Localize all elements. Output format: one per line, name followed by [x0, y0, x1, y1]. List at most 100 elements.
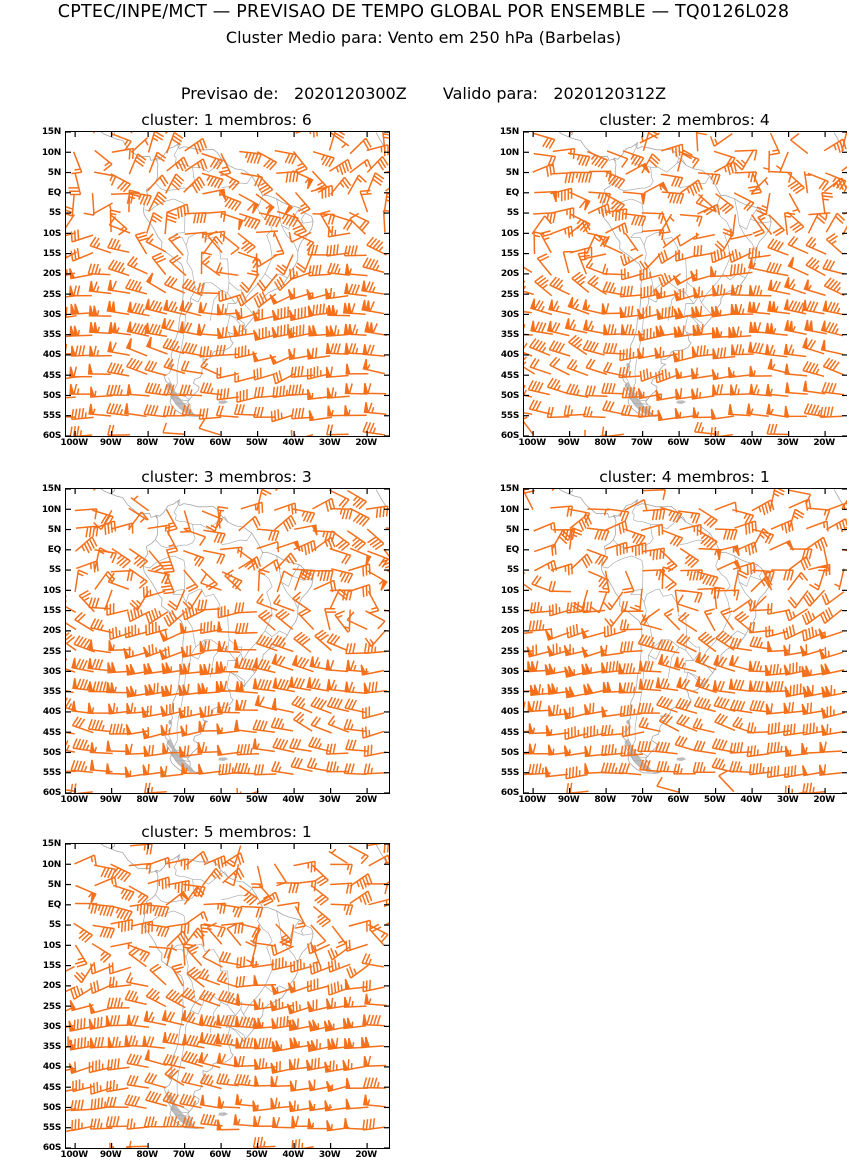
- y-tick-label: 50S: [500, 747, 519, 758]
- cluster-panel-title-2: cluster: 2 membros: 4: [599, 111, 770, 129]
- plot-area-cluster-3: [65, 488, 390, 794]
- tick-mark-group: [66, 844, 389, 1148]
- wind-barb-map: [66, 489, 389, 793]
- y-tick-label: 15N: [499, 127, 519, 138]
- forecast-time-line: Previsao de: 2020120300Z Valido para: 20…: [0, 84, 847, 103]
- x-tick-label: 90W: [557, 795, 580, 805]
- y-tick-label: 45S: [500, 727, 519, 738]
- y-tick-label: 10S: [42, 940, 61, 951]
- x-tick-label: 50W: [703, 795, 726, 805]
- y-tick-label: EQ: [505, 188, 520, 199]
- y-tick-label: 5N: [47, 167, 62, 178]
- x-tick-label: 70W: [172, 438, 195, 448]
- y-tick-label: 40S: [500, 350, 519, 361]
- x-tick-label: 60W: [667, 438, 689, 448]
- page-title-line2: Cluster Medio para: Vento em 250 hPa (Ba…: [225, 28, 622, 47]
- x-tick-label: 30W: [776, 795, 799, 805]
- x-tick-label: 40W: [282, 1150, 304, 1160]
- tick-mark-group: [66, 132, 389, 436]
- y-tick-label: 10S: [500, 585, 519, 596]
- y-tick-label: 10S: [42, 585, 61, 596]
- y-tick-label: 30S: [42, 309, 61, 320]
- x-tick-label: 70W: [630, 795, 653, 805]
- y-tick-label: 10S: [42, 228, 61, 239]
- y-tick-label: 55S: [500, 411, 519, 422]
- wind-barb-map: [524, 489, 847, 793]
- y-tick-label: 35S: [500, 330, 519, 341]
- forecast-from-value: 2020120300Z: [293, 84, 407, 103]
- y-tick-label: 5S: [48, 208, 61, 219]
- y-tick-label: 40S: [500, 707, 519, 718]
- y-tick-label: 55S: [42, 411, 61, 422]
- x-tick-label: 20W: [355, 1150, 377, 1160]
- y-tick-label: 25S: [500, 289, 519, 300]
- x-tick-label: 90W: [99, 438, 122, 448]
- cluster-panel-title-1: cluster: 1 membros: 6: [141, 111, 312, 129]
- y-tick-label: 45S: [42, 1082, 61, 1093]
- y-tick-label: 5S: [48, 920, 61, 931]
- x-tick-label: 90W: [99, 795, 122, 805]
- y-tick-label: 10N: [41, 504, 61, 515]
- x-tick-label: 20W: [813, 795, 835, 805]
- cluster-panel-title-4: cluster: 4 membros: 1: [599, 468, 770, 486]
- y-tick-label: 5N: [47, 879, 62, 890]
- y-tick-label: 5N: [505, 524, 520, 535]
- x-tick-label: 100W: [60, 1150, 88, 1160]
- y-tick-label: 15N: [41, 484, 61, 495]
- forecast-valid-value: 2020120312Z: [553, 84, 667, 103]
- y-tick-label: 20S: [42, 626, 61, 637]
- y-tick-label: 60S: [42, 1143, 61, 1154]
- forecast-from-label: Previsao de:: [180, 84, 279, 103]
- y-tick-label: 60S: [500, 431, 519, 442]
- x-tick-label: 40W: [740, 438, 762, 448]
- y-tick-label: 5S: [48, 565, 61, 576]
- y-tick-label: 30S: [500, 666, 519, 677]
- wind-barb-group: [524, 489, 847, 793]
- y-tick-label: 35S: [42, 330, 61, 341]
- x-tick-label: 30W: [318, 795, 341, 805]
- y-tick-label: 45S: [42, 727, 61, 738]
- y-tick-label: 25S: [42, 289, 61, 300]
- x-tick-label: 50W: [245, 438, 268, 448]
- y-tick-label: 15N: [41, 839, 61, 850]
- wind-barb-group: [66, 132, 389, 436]
- y-tick-label: EQ: [505, 545, 520, 556]
- tick-mark-group: [66, 489, 389, 793]
- y-tick-label: 20S: [500, 626, 519, 637]
- y-tick-label: 10S: [500, 228, 519, 239]
- tick-mark-group: [524, 489, 847, 793]
- y-tick-label: 60S: [42, 431, 61, 442]
- land-fill-group: [622, 720, 687, 773]
- y-tick-label: 45S: [500, 370, 519, 381]
- y-tick-label: 60S: [42, 788, 61, 799]
- y-tick-label: 40S: [42, 350, 61, 361]
- x-tick-label: 70W: [630, 438, 653, 448]
- y-tick-label: 15N: [499, 484, 519, 495]
- x-tick-label: 60W: [209, 438, 231, 448]
- y-tick-label: 5N: [47, 524, 62, 535]
- land-fill-group: [164, 720, 229, 773]
- y-tick-label: 40S: [42, 1062, 61, 1073]
- y-tick-label: 20S: [42, 981, 61, 992]
- wind-barb-map: [524, 132, 847, 436]
- cluster-panel-title-5: cluster: 5 membros: 1: [141, 823, 312, 841]
- y-tick-label: 5N: [505, 167, 520, 178]
- x-tick-label: 40W: [282, 438, 304, 448]
- y-tick-label: 10N: [499, 147, 519, 158]
- y-tick-label: 30S: [500, 309, 519, 320]
- y-tick-label: 15S: [42, 249, 61, 259]
- y-tick-label: 25S: [42, 1001, 61, 1012]
- y-tick-label: 35S: [500, 687, 519, 698]
- y-tick-label: 35S: [42, 1042, 61, 1053]
- x-tick-label: 20W: [813, 438, 835, 448]
- y-tick-label: 50S: [42, 1102, 61, 1113]
- tick-mark-group: [524, 132, 847, 436]
- y-tick-label: 30S: [42, 666, 61, 677]
- x-tick-label: 30W: [776, 438, 799, 448]
- x-tick-label: 80W: [136, 1150, 158, 1160]
- y-tick-label: 15N: [41, 127, 61, 138]
- plot-area-cluster-4: [523, 488, 847, 794]
- y-tick-label: EQ: [47, 188, 62, 199]
- x-tick-label: 100W: [518, 795, 546, 805]
- plot-area-cluster-5: [65, 843, 390, 1149]
